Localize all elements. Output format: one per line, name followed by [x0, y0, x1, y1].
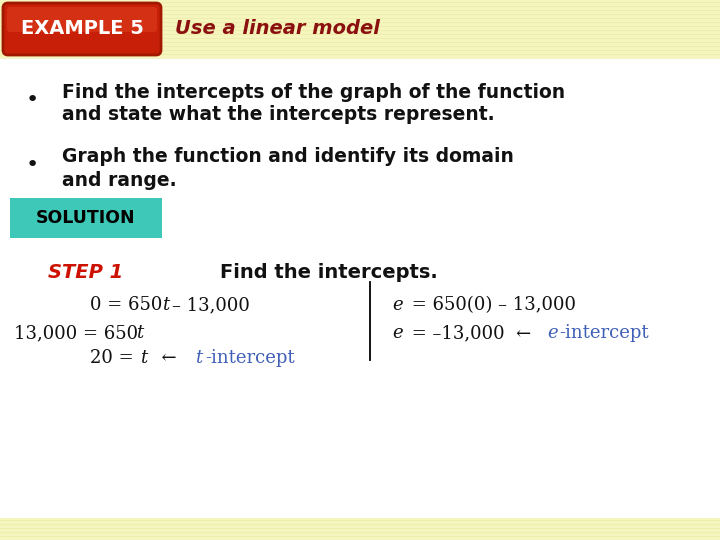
Bar	[0, 58, 720, 518]
Text: – 13,000: – 13,000	[172, 296, 250, 314]
Text: and range.: and range.	[62, 171, 176, 190]
Text: -intercept: -intercept	[559, 324, 649, 342]
Text: STEP 1: STEP 1	[48, 262, 123, 281]
Text: Graph the function and identify its domain: Graph the function and identify its doma…	[62, 147, 514, 166]
Text: t: t	[162, 296, 169, 314]
Text: = –13,000  ←: = –13,000 ←	[406, 324, 543, 342]
Text: t: t	[136, 324, 143, 342]
Text: e: e	[392, 296, 402, 314]
Text: Find the intercepts.: Find the intercepts.	[220, 262, 438, 281]
Bar	[0, 0, 720, 58]
Text: SOLUTION: SOLUTION	[36, 209, 136, 227]
FancyBboxPatch shape	[7, 7, 157, 32]
FancyBboxPatch shape	[10, 198, 162, 238]
Text: e: e	[392, 324, 402, 342]
Text: t: t	[140, 349, 148, 367]
Text: and state what the intercepts represent.: and state what the intercepts represent.	[62, 105, 495, 125]
Text: Use a linear model: Use a linear model	[175, 19, 380, 38]
Text: t: t	[195, 349, 202, 367]
Text: ←: ←	[150, 349, 188, 367]
Text: 0 = 650: 0 = 650	[90, 296, 163, 314]
Text: 13,000 = 650: 13,000 = 650	[14, 324, 138, 342]
Text: -intercept: -intercept	[205, 349, 294, 367]
Text: = 650(0) – 13,000: = 650(0) – 13,000	[406, 296, 576, 314]
Text: 20 =: 20 =	[90, 349, 140, 367]
FancyBboxPatch shape	[3, 3, 161, 55]
Text: Find the intercepts of the graph of the function: Find the intercepts of the graph of the …	[62, 83, 565, 102]
Text: EXAMPLE 5: EXAMPLE 5	[21, 18, 143, 37]
Bar	[0, 518, 720, 540]
Text: •: •	[25, 90, 39, 110]
Text: •: •	[25, 155, 39, 175]
Text: e: e	[547, 324, 557, 342]
